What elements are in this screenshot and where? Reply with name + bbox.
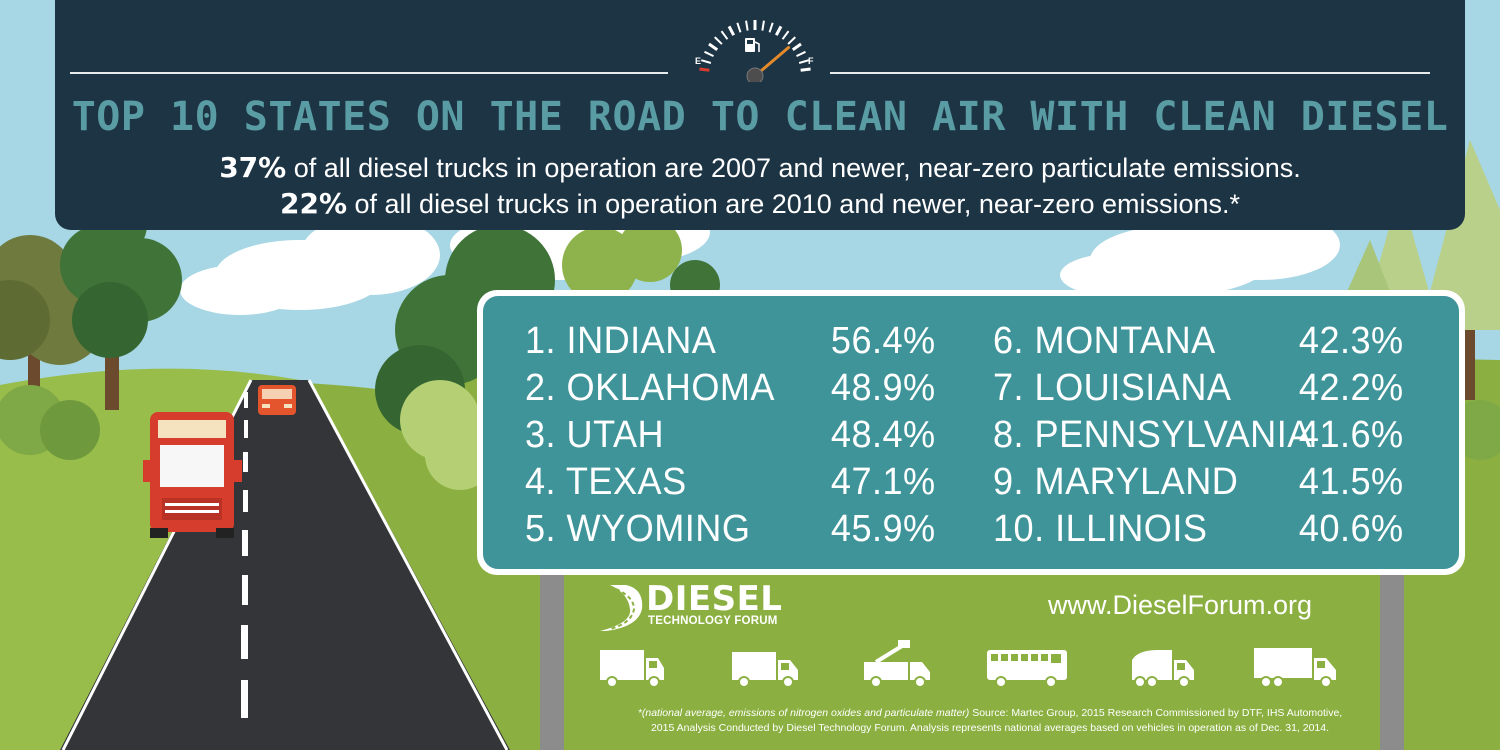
gauge-tick <box>700 59 712 64</box>
subtitle-2-percent: 22% <box>279 187 348 220</box>
gauge-tick <box>761 20 765 31</box>
ranking-sign: 1. INDIANA 56.4% 2. OKLAHOMA 48.9% 3. UTAH 48… <box>477 290 1465 575</box>
box-truck-icon <box>600 650 664 688</box>
red-truck <box>143 412 242 538</box>
ranking-percent: 56.4% <box>830 320 936 362</box>
gauge-tick <box>720 30 729 40</box>
header-rule-right <box>830 72 1430 74</box>
ranking-state: 5. WYOMING <box>525 508 751 550</box>
ranking-sign-panel: 1. INDIANA 56.4% 2. OKLAHOMA 48.9% 3. UTAH 48… <box>483 296 1459 569</box>
gauge-tick <box>768 22 774 33</box>
subtitle-1-text: of all diesel trucks in operation are 20… <box>286 153 1301 183</box>
logo-road-icon <box>600 585 643 631</box>
gauge-tick <box>727 25 736 36</box>
ranking-percent: 48.4% <box>830 414 936 456</box>
ranking-state: 9. MARYLAND <box>993 461 1239 503</box>
footnote-source: Source: Martec Group, 2015 Research Comm… <box>969 707 1343 719</box>
ranking-state: 10. ILLINOIS <box>993 508 1208 550</box>
subtitle-line-2: 22% of all diesel trucks in operation ar… <box>55 188 1465 220</box>
ranking-row: 5. WYOMING 45.9% <box>525 506 943 552</box>
ranking-state: 2. OKLAHOMA <box>525 367 775 409</box>
ranking-state: 1. INDIANA <box>525 320 717 362</box>
page-title: TOP 10 STATES ON THE ROAD TO CLEAN AIR W… <box>71 94 1449 140</box>
gauge-empty-label: E <box>695 56 701 66</box>
sign-post-left <box>540 570 564 750</box>
ranking-percent: 45.9% <box>830 508 936 550</box>
header-rule-left <box>70 72 668 74</box>
fuel-gauge-icon: E F <box>695 20 814 82</box>
gauge-tick <box>791 42 802 51</box>
gauge-tick <box>774 25 783 36</box>
website-link[interactable]: www.DieselForum.org <box>1048 590 1313 620</box>
gauge-tick <box>714 36 723 45</box>
footnote-line-2: 2015 Analysis Conducted by Diesel Techno… <box>650 722 1330 734</box>
ranking-row: 4. TEXAS 47.1% <box>525 459 943 505</box>
ranking-percent: 42.3% <box>1298 320 1404 362</box>
left-trees <box>0 193 182 460</box>
fuel-pump-icon <box>745 38 760 52</box>
ranking-percent: 41.5% <box>1298 461 1404 503</box>
ranking-state: 4. TEXAS <box>525 461 687 503</box>
gauge-tick <box>708 42 719 51</box>
semi-trailer-truck-icon <box>1254 648 1336 688</box>
ranking-percent: 48.9% <box>830 367 936 409</box>
gauge-full-label: F <box>808 56 814 66</box>
school-bus-icon <box>987 650 1067 688</box>
gauge-ticks <box>699 20 811 72</box>
ranking-percent: 47.1% <box>830 461 936 503</box>
ranking-row: 2. OKLAHOMA 48.9% <box>525 365 943 411</box>
ranking-percent: 40.6% <box>1298 508 1404 550</box>
ranking-row: 10. ILLINOIS 40.6% <box>993 506 1411 552</box>
gauge-tick <box>699 67 710 72</box>
ranking-state: 7. LOUISIANA <box>993 367 1232 409</box>
road <box>60 380 510 750</box>
orange-car <box>258 385 296 415</box>
gauge-tick <box>745 20 749 31</box>
gauge-tick <box>798 59 810 64</box>
subtitle-1-percent: 37% <box>219 151 287 184</box>
delivery-truck-icon <box>732 652 798 688</box>
gauge-hub <box>746 67 764 82</box>
lane-markings <box>241 392 248 718</box>
gauge-tick <box>704 50 714 58</box>
garbage-truck-icon <box>1132 650 1194 688</box>
utility-bucket-truck-icon <box>864 640 930 688</box>
ranking-state: 3. UTAH <box>525 414 665 456</box>
subtitle-2-text: of all diesel trucks in operation are 20… <box>347 189 1241 219</box>
ranking-state: 6. MONTANA <box>993 320 1216 362</box>
gauge-tick <box>781 30 790 40</box>
gauge-tick <box>796 50 806 58</box>
gauge-tick <box>800 67 811 72</box>
ranking-state: 8. PENNSYLVANIA <box>993 414 1312 456</box>
ranking-row: 3. UTAH 48.4% <box>525 412 943 458</box>
ranking-percent: 41.6% <box>1298 414 1404 456</box>
ranking-row: 8. PENNSYLVANIA 41.6% <box>993 412 1411 458</box>
gauge-tick <box>787 36 796 45</box>
gauge-tick <box>736 22 742 33</box>
logo-subtitle: TECHNOLOGY FORUM <box>648 615 778 627</box>
ranking-row: 7. LOUISIANA 42.2% <box>993 365 1411 411</box>
header-banner: E F TOP 10 STATES ON THE ROAD TO CLEAN A… <box>55 0 1465 230</box>
diesel-forum-logo: DIESEL TECHNOLOGY FORUM <box>598 579 798 635</box>
logo-wordmark: DIESEL <box>646 579 783 619</box>
ranking-percent: 42.2% <box>1298 367 1404 409</box>
subtitle-line-1: 37% of all diesel trucks in operation ar… <box>55 152 1465 184</box>
footnote: *(national average, emissions of nitroge… <box>540 706 1440 736</box>
ranking-row: 6. MONTANA 42.3% <box>993 318 1411 364</box>
sign-post-right <box>1380 570 1404 750</box>
ranking-row: 1. INDIANA 56.4% <box>525 318 943 364</box>
ranking-row: 9. MARYLAND 41.5% <box>993 459 1411 505</box>
footnote-italic: *(national average, emissions of nitroge… <box>637 707 970 719</box>
